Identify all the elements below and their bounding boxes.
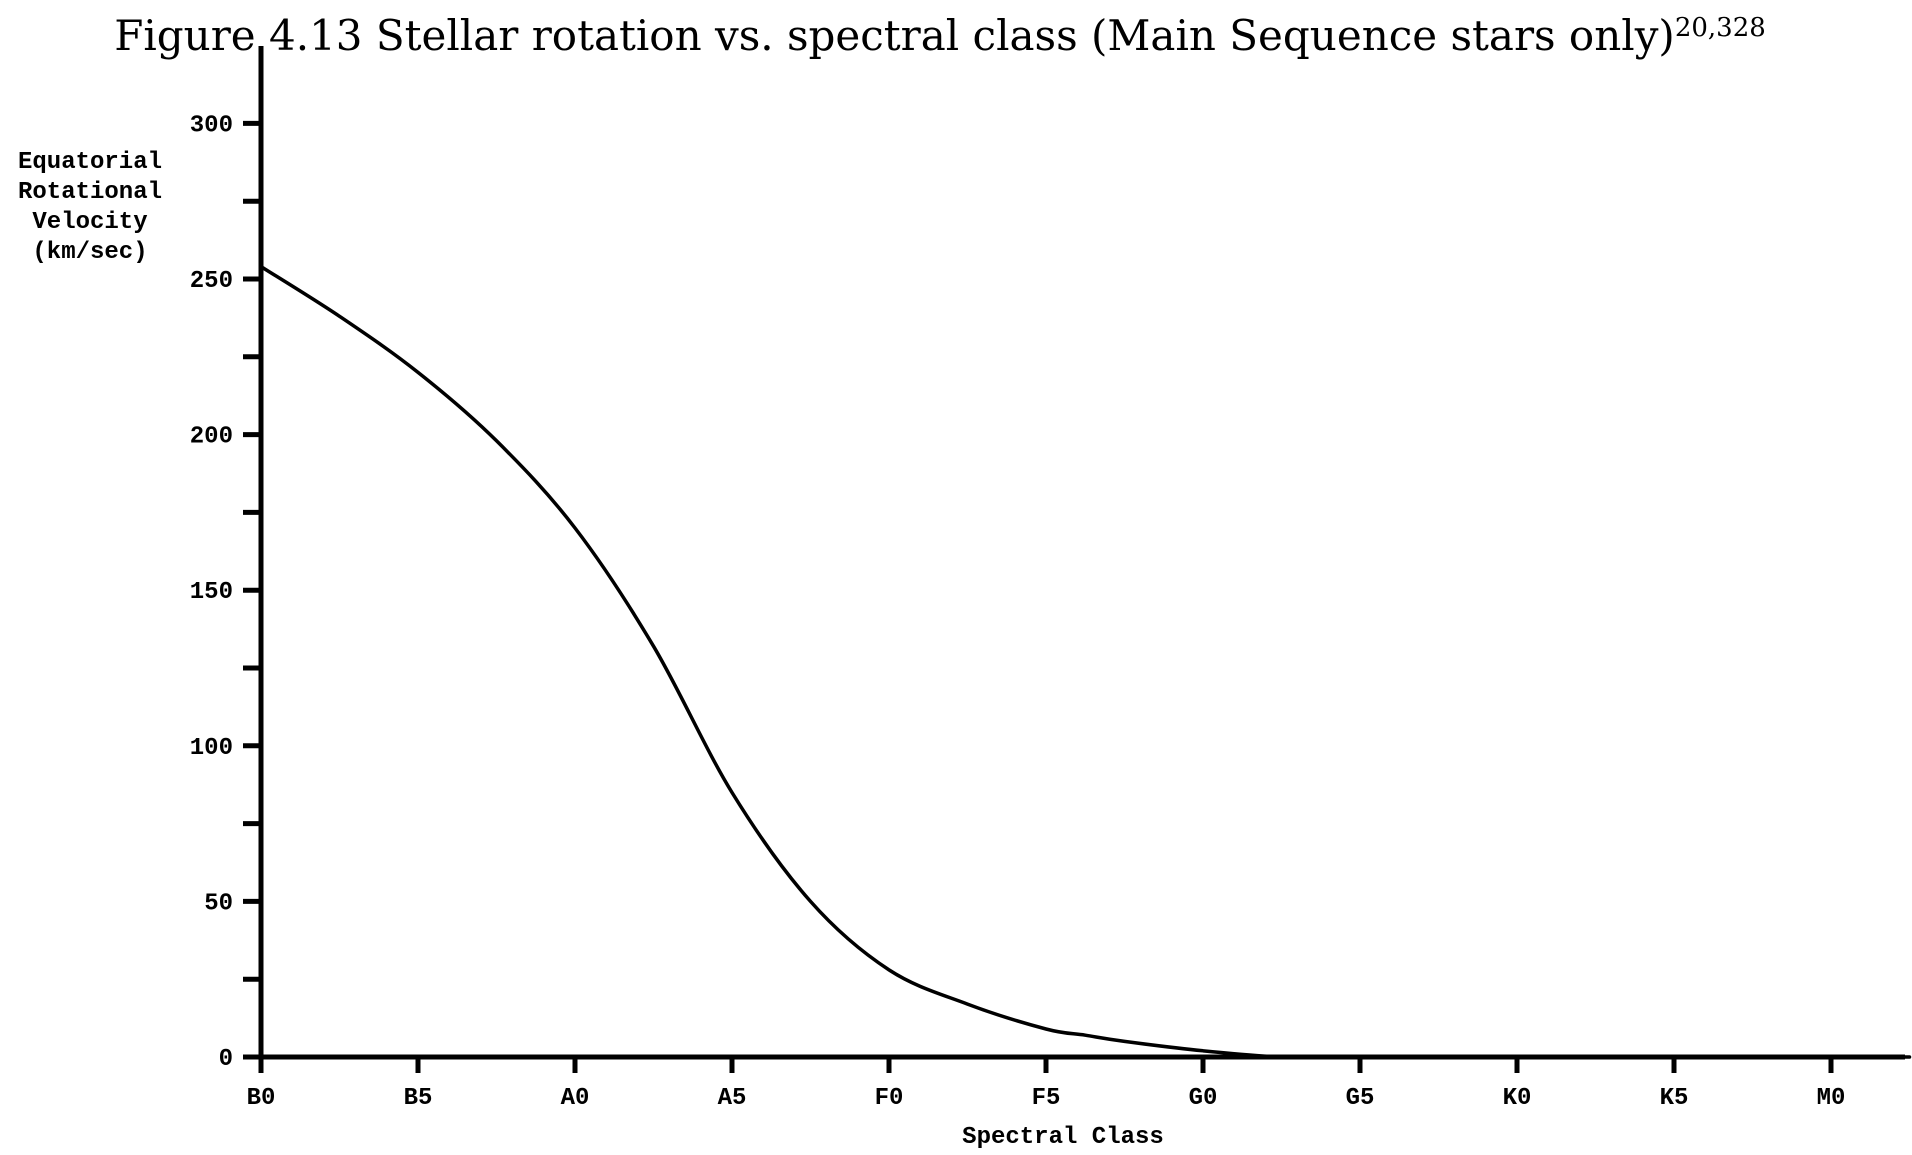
y-tick-label: 200 bbox=[190, 424, 233, 451]
series-layer bbox=[259, 264, 1912, 1059]
x-tick-label: B0 bbox=[247, 1085, 276, 1112]
x-axis-title: Spectral Class bbox=[962, 1124, 1164, 1151]
x-tick-label: F0 bbox=[875, 1085, 904, 1112]
x-tick-label: G0 bbox=[1189, 1085, 1218, 1112]
y-tick-label: 100 bbox=[190, 735, 233, 762]
y-tick-label: 250 bbox=[190, 268, 233, 295]
x-tick-label: B5 bbox=[404, 1085, 433, 1112]
x-tick-label: M0 bbox=[1817, 1085, 1846, 1112]
y-axis-ticks: 0 50 100 150 200 250 300 bbox=[190, 112, 261, 1073]
series-line-1 bbox=[259, 264, 1912, 1059]
y-tick-label: 0 bbox=[219, 1046, 233, 1073]
y-axis-title: Equatorial Rotational Velocity (km/sec) bbox=[18, 149, 162, 266]
chart-title-main: Figure 4.13 Stellar rotation vs. spectra… bbox=[114, 11, 1675, 60]
chart-title-superscript: 20,328 bbox=[1675, 13, 1766, 43]
y-axis-title-line-4: (km/sec) bbox=[32, 239, 147, 266]
chart-title: Figure 4.13 Stellar rotation vs. spectra… bbox=[114, 11, 1766, 60]
y-axis-title-line-3: Velocity bbox=[32, 209, 147, 236]
y-axis-title-line-1: Equatorial bbox=[18, 149, 162, 176]
x-tick-label: K5 bbox=[1660, 1085, 1689, 1112]
x-axis-ticks: B0 B5 A0 A5 F0 F5 G0 G5 K0 K5 M0 bbox=[247, 1057, 1846, 1112]
x-tick-label: A0 bbox=[561, 1085, 590, 1112]
y-axis-title-line-2: Rotational bbox=[18, 179, 162, 206]
y-tick-label: 50 bbox=[204, 890, 233, 917]
y-tick-label: 300 bbox=[190, 112, 233, 139]
x-tick-label: F5 bbox=[1032, 1085, 1061, 1112]
x-tick-label: K0 bbox=[1503, 1085, 1532, 1112]
x-tick-label: G5 bbox=[1346, 1085, 1375, 1112]
x-tick-label: A5 bbox=[718, 1085, 747, 1112]
y-tick-label: 150 bbox=[190, 579, 233, 606]
